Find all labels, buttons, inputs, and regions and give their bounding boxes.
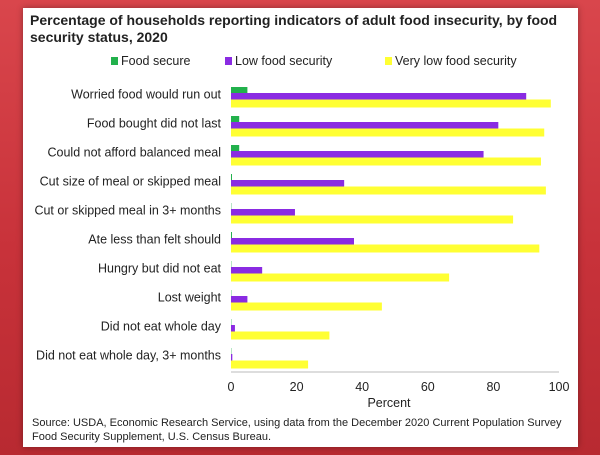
category-label-food-bought-did-not-last: Food bought did not last: [87, 117, 222, 131]
category-label-did-not-eat-whole-day-3-months: Did not eat whole day, 3+ months: [36, 349, 221, 363]
legend-swatch-very-low-food-security: [385, 57, 392, 65]
x-tick-label-40: 40: [355, 380, 369, 394]
x-tick-label-80: 80: [486, 380, 500, 394]
category-label-could-not-afford-balanced-meal: Could not afford balanced meal: [48, 146, 222, 160]
bar-food-secure-food-bought-did-not-last: [231, 116, 240, 123]
bar-very-low-food-security-cut-size-of-meal-or-skipped-meal: [231, 186, 546, 195]
bar-very-low-food-security-hungry-but-did-not-eat: [231, 273, 450, 282]
x-tick-label-20: 20: [290, 380, 304, 394]
legend-label-food-secure: Food secure: [121, 54, 191, 68]
legend-swatch-food-secure: [111, 57, 118, 65]
category-label-worried-food-would-run-out: Worried food would run out: [71, 88, 221, 102]
bar-very-low-food-security-did-not-eat-whole-day-3-months: [231, 360, 309, 369]
bar-very-low-food-security-cut-or-skipped-meal-in-3-months: [231, 215, 514, 224]
bar-food-secure-could-not-afford-balanced-meal: [231, 145, 240, 152]
x-tick-label-100: 100: [549, 380, 570, 394]
category-label-cut-size-of-meal-or-skipped-meal: Cut size of meal or skipped meal: [40, 175, 221, 189]
chart-card: Percentage of households reporting indic…: [23, 8, 578, 447]
bar-food-secure-cut-size-of-meal-or-skipped-meal: [231, 174, 232, 181]
bar-low-food-security-could-not-afford-balanced-meal: [231, 151, 484, 158]
bar-very-low-food-security-lost-weight: [231, 302, 382, 311]
bar-very-low-food-security-did-not-eat-whole-day: [231, 331, 330, 340]
category-label-hungry-but-did-not-eat: Hungry but did not eat: [98, 262, 222, 276]
x-tick-label-0: 0: [228, 380, 235, 394]
bar-low-food-security-worried-food-would-run-out: [231, 93, 527, 100]
bar-chart: Food secure Low food security Very low foo…: [34, 54, 570, 410]
bar-low-food-security-cut-size-of-meal-or-skipped-meal: [231, 180, 345, 187]
category-label-did-not-eat-whole-day: Did not eat whole day: [101, 320, 222, 334]
category-label-cut-or-skipped-meal-in-3-months: Cut or skipped meal in 3+ months: [34, 204, 221, 218]
legend-label-low-food-security: Low food security: [235, 54, 333, 68]
chart-title: Percentage of households reporting indic…: [30, 12, 558, 45]
bar-low-food-security-hungry-but-did-not-eat: [231, 267, 263, 274]
chart-source: Source: USDA, Economic Research Service,…: [32, 417, 562, 443]
category-label-ate-less-than-felt-should: Ate less than felt should: [88, 233, 221, 247]
bar-very-low-food-security-could-not-afford-balanced-meal: [231, 157, 541, 166]
bar-low-food-security-lost-weight: [231, 296, 248, 303]
bar-very-low-food-security-ate-less-than-felt-should: [231, 244, 540, 253]
bar-low-food-security-did-not-eat-whole-day-3-months: [231, 354, 233, 361]
bar-low-food-security-food-bought-did-not-last: [231, 122, 499, 129]
bar-very-low-food-security-worried-food-would-run-out: [231, 99, 551, 108]
category-label-lost-weight: Lost weight: [158, 291, 222, 305]
bar-very-low-food-security-food-bought-did-not-last: [231, 128, 545, 137]
legend-label-very-low-food-security: Very low food security: [395, 54, 517, 68]
bar-food-secure-ate-less-than-felt-should: [231, 232, 232, 239]
bar-low-food-security-ate-less-than-felt-should: [231, 238, 354, 245]
bar-food-secure-worried-food-would-run-out: [231, 87, 248, 94]
x-axis-label: Percent: [367, 396, 411, 410]
bar-low-food-security-cut-or-skipped-meal-in-3-months: [231, 209, 295, 216]
legend-swatch-low-food-security: [225, 57, 232, 65]
x-tick-label-60: 60: [421, 380, 435, 394]
bar-low-food-security-did-not-eat-whole-day: [231, 325, 235, 332]
